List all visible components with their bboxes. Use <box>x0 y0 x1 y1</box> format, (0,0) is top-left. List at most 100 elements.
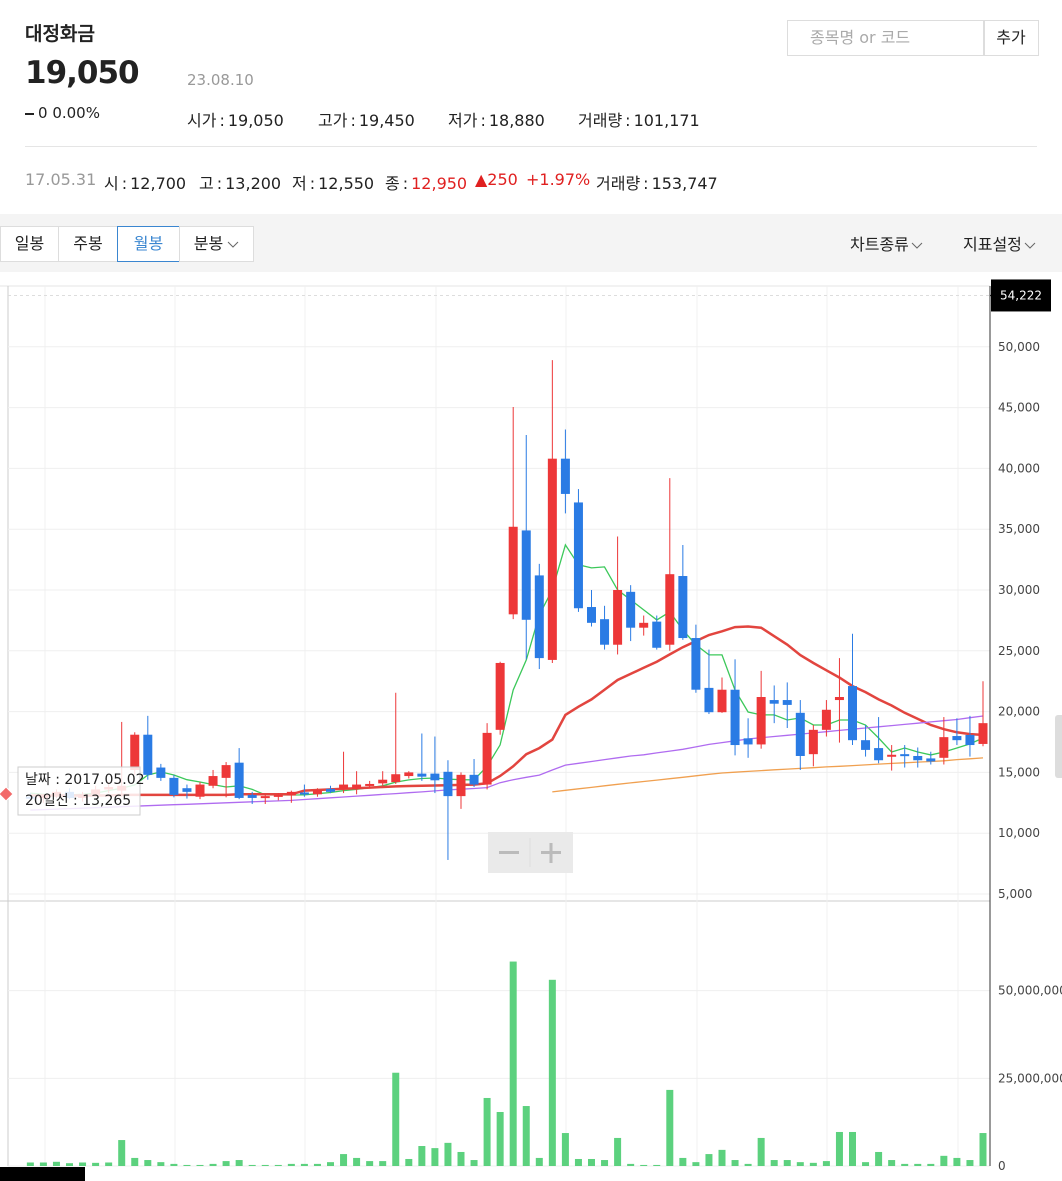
chart: 5,000 10,000 15,000 20,000 25,000 30,000 35,00… <box>0 279 1062 1173</box>
volume-bar <box>287 1163 295 1166</box>
indicator-menu[interactable]: 지표설정 <box>963 231 1036 255</box>
volume-bar <box>418 1146 426 1166</box>
label: 고 <box>199 174 214 193</box>
candle-body <box>691 638 701 690</box>
volume-bar <box>548 979 556 1166</box>
volume-bar <box>39 1162 47 1166</box>
candle-body <box>782 700 792 705</box>
menu-label: 지표설정 <box>963 235 1022 254</box>
stat-value: 18,880 <box>488 111 545 130</box>
divider <box>25 146 1037 147</box>
moving-average <box>30 715 984 811</box>
label: 종 <box>385 174 400 193</box>
candle-body <box>182 788 192 792</box>
tab-label: 분봉 <box>193 234 224 253</box>
candle-body <box>352 784 362 789</box>
candle-body <box>626 591 636 628</box>
candle-body <box>482 732 492 785</box>
candle-body <box>587 607 596 623</box>
candle-body <box>900 754 910 757</box>
volume-bar <box>627 1163 635 1166</box>
candle-body <box>547 458 557 660</box>
candle-body <box>769 700 779 704</box>
volume-bar <box>157 1162 165 1166</box>
tab[interactable]: 분봉 <box>179 226 254 262</box>
candle-body <box>430 773 440 781</box>
hover-rate: +1.97% <box>526 170 591 189</box>
y-tick-label: 15,000 <box>998 765 1040 779</box>
volume-bar <box>183 1164 191 1166</box>
candle-body <box>208 776 218 786</box>
value: 12,700 <box>130 174 187 193</box>
hover-item: 종:12,950 <box>385 170 467 194</box>
add-button[interactable]: 추가 <box>983 20 1039 56</box>
stat: 저가:18,880 <box>448 107 545 131</box>
candle-body <box>704 687 714 713</box>
y-tick-label: 0 <box>998 1159 1006 1173</box>
stat: 시가:19,050 <box>187 107 284 131</box>
candle-body <box>286 791 296 796</box>
candle-body <box>848 686 857 741</box>
search-input[interactable]: 종목명 or 코드 <box>787 20 985 56</box>
volume-bar <box>588 1158 595 1166</box>
volume-bar <box>640 1164 648 1166</box>
tooltip-line: 20일선 : 13,265 <box>25 793 131 809</box>
y-tick-label: 30,000 <box>998 583 1040 597</box>
candle-body <box>156 767 166 778</box>
flat-icon <box>25 112 34 115</box>
candle-body <box>378 779 388 784</box>
sep: : <box>643 174 649 193</box>
volume-bar <box>92 1162 100 1166</box>
volume-bar <box>953 1157 961 1166</box>
volume-bar <box>653 1164 661 1166</box>
stat-value: 19,050 <box>227 111 284 130</box>
label: 시 <box>104 174 119 193</box>
volume-bar <box>483 1097 491 1166</box>
volume-bar <box>822 1161 830 1166</box>
stat: 거래량:101,171 <box>578 107 700 131</box>
candle-body <box>978 723 988 744</box>
tab[interactable]: 주봉 <box>58 226 118 262</box>
volume-bar <box>340 1154 348 1166</box>
volume-bar <box>679 1157 687 1166</box>
change: 0 0.00% <box>25 104 100 122</box>
volume-bar <box>509 961 517 1166</box>
stock-title: 대정화금 <box>25 23 95 45</box>
candle-body <box>417 773 427 777</box>
tab[interactable]: 일봉 <box>0 226 59 262</box>
volume-bar <box>705 1154 713 1166</box>
candle-body <box>391 774 401 783</box>
candle-body <box>365 783 375 786</box>
hover-item: 저:12,550 <box>292 170 374 194</box>
change-value: 0 <box>38 104 48 122</box>
candle-body <box>756 697 766 745</box>
value: 12,950 <box>411 174 468 193</box>
volume-bar <box>496 1111 504 1166</box>
side-handle[interactable] <box>1055 715 1062 778</box>
y-tick-label: 5,000 <box>998 887 1032 901</box>
hover-change: ▲250 <box>475 170 518 189</box>
candle-body <box>443 771 453 797</box>
stat-value: 101,171 <box>633 111 700 130</box>
chart-type-menu[interactable]: 차트종류 <box>850 231 923 255</box>
candle-body <box>639 622 649 628</box>
candle-body <box>600 619 610 645</box>
moving-average <box>30 543 984 797</box>
candle-body <box>834 697 844 701</box>
candle-body <box>573 502 583 609</box>
tab[interactable]: 월봉 <box>117 226 180 262</box>
menu-label: 차트종류 <box>850 235 909 254</box>
candle-body <box>495 662 505 730</box>
volume-bar <box>849 1131 856 1166</box>
candle-body <box>613 590 623 645</box>
volume-bar <box>875 1151 883 1166</box>
y-tick-label: 50,000,000 <box>998 984 1062 998</box>
candle-body <box>861 740 871 750</box>
volume-bar <box>222 1161 230 1166</box>
hover-volume: 거래량:153,747 <box>596 170 718 194</box>
candle-body <box>273 794 283 797</box>
candle-body <box>234 762 244 798</box>
max-label: 54,222 <box>1000 288 1042 302</box>
label: 저 <box>292 174 307 193</box>
